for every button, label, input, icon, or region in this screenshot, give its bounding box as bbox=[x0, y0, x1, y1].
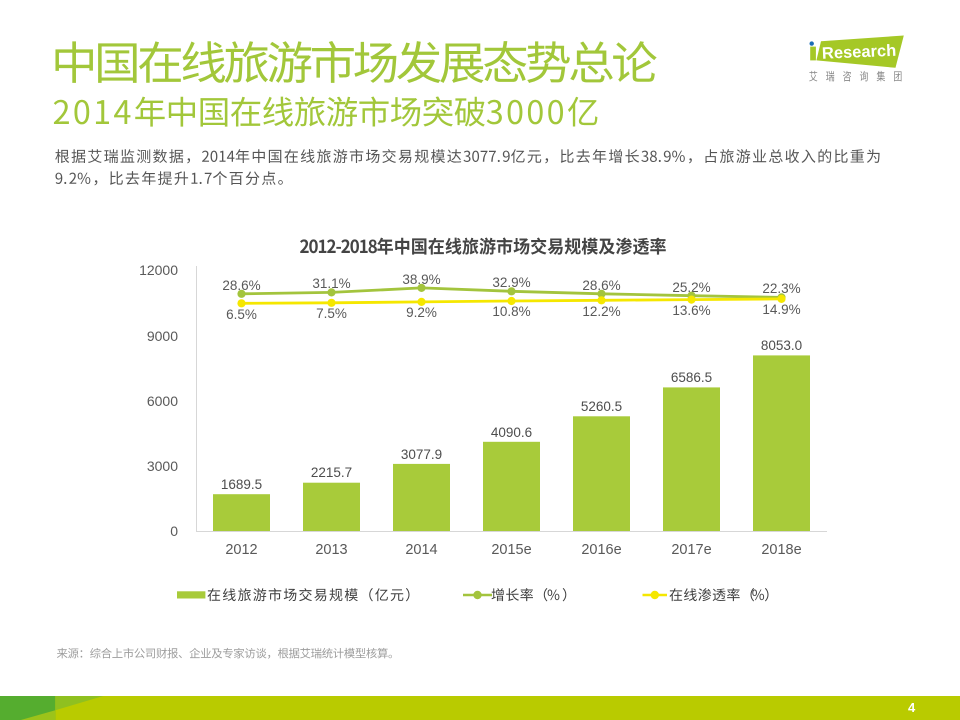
svg-text:4: 4 bbox=[908, 700, 916, 715]
svg-text:Research: Research bbox=[822, 42, 897, 63]
